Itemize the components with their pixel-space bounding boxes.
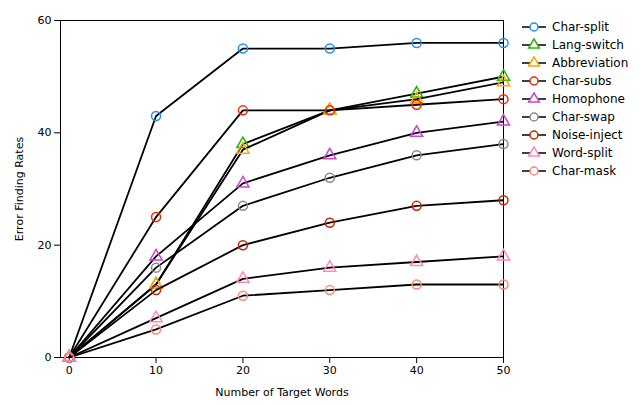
svg-text:Error Finding Rates: Error Finding Rates (13, 137, 26, 242)
html-text:Lang-switch: Lang-switch (552, 38, 624, 52)
svg-text:20: 20 (38, 239, 52, 252)
svg-text:40: 40 (410, 364, 424, 377)
svg-text:10: 10 (149, 364, 163, 377)
svg-text:60: 60 (38, 14, 52, 27)
html-text:Homophone: Homophone (552, 92, 625, 106)
html-text:Char-subs: Char-subs (552, 74, 612, 88)
svg-text:0: 0 (66, 364, 73, 377)
html-text:Word-split: Word-split (552, 146, 613, 160)
svg-text:20: 20 (236, 364, 250, 377)
html-text:Char-mask: Char-mask (552, 164, 617, 178)
svg-text:40: 40 (38, 126, 52, 139)
svg-text:Number of Target Words: Number of Target Words (215, 386, 349, 399)
svg-text:30: 30 (323, 364, 337, 377)
html-text:Abbreviation: Abbreviation (552, 56, 629, 70)
svg-text:50: 50 (497, 364, 511, 377)
html-text:Char-split: Char-split (552, 20, 610, 34)
html-text:Char-swap: Char-swap (552, 110, 615, 124)
html-text:Noise-inject: Noise-inject (552, 128, 623, 142)
svg-text:0: 0 (45, 351, 52, 364)
